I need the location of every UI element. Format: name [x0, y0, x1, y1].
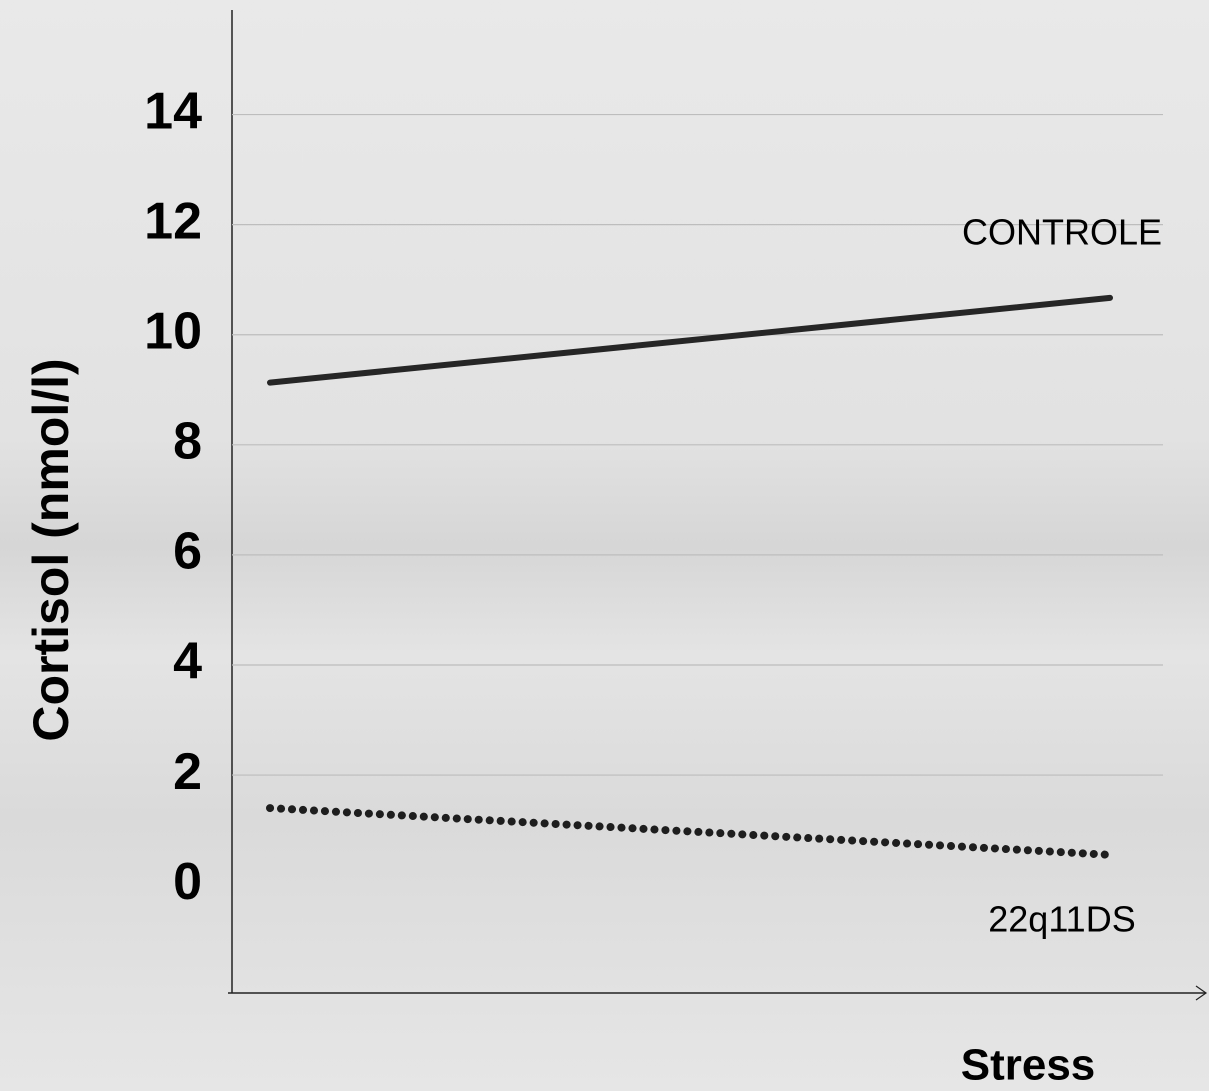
y-tick-label: 2: [173, 743, 202, 801]
y-tick-label: 4: [173, 633, 202, 691]
y-tick-label: 8: [173, 413, 202, 471]
x-axis-title: Stress: [961, 1041, 1096, 1090]
series-line: [267, 294, 1113, 386]
y-tick-label: 6: [173, 523, 202, 581]
y-tick-label: 10: [144, 302, 202, 360]
y-tick-label: 12: [144, 192, 202, 250]
y-tick-label: 14: [144, 82, 202, 140]
y-tick-label: 0: [173, 853, 202, 911]
y-axis-title: Cortisol (nmol/l): [23, 358, 79, 741]
series-label: 22q11DS: [988, 898, 1135, 939]
series-line: [266, 804, 1114, 859]
series-label: CONTROLE: [962, 211, 1162, 252]
x-axis-arrow: [1195, 985, 1208, 1001]
